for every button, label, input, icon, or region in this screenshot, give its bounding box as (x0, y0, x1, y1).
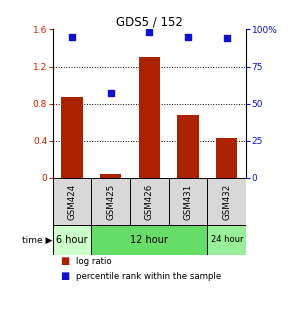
Bar (100, 174, 121, 178)
Bar (53, 225, 91, 255)
Text: ■: ■ (60, 271, 70, 281)
Bar (62, 97, 83, 178)
Bar (91, 225, 207, 255)
Point (224, 36, 229, 41)
Text: percentile rank within the sample: percentile rank within the sample (76, 272, 221, 281)
Bar (178, 115, 199, 178)
Bar (139, 57, 160, 178)
Text: GSM431: GSM431 (184, 183, 193, 220)
Point (108, 91, 113, 96)
Bar (207, 225, 246, 255)
Text: GSM432: GSM432 (222, 183, 231, 220)
Text: GSM425: GSM425 (106, 183, 115, 220)
Point (147, 30, 152, 35)
Text: 24 hour: 24 hour (211, 235, 243, 245)
Text: GSM424: GSM424 (68, 183, 76, 220)
Text: GSM426: GSM426 (145, 183, 154, 220)
Text: log ratio: log ratio (76, 257, 112, 266)
Point (70, 34, 74, 40)
Text: 12 hour: 12 hour (130, 235, 168, 245)
Text: ■: ■ (60, 256, 70, 266)
Text: 6 hour: 6 hour (56, 235, 88, 245)
Title: GDS5 / 152: GDS5 / 152 (116, 15, 183, 28)
Text: time ▶: time ▶ (22, 235, 52, 245)
Point (186, 34, 190, 40)
Bar (216, 138, 237, 178)
